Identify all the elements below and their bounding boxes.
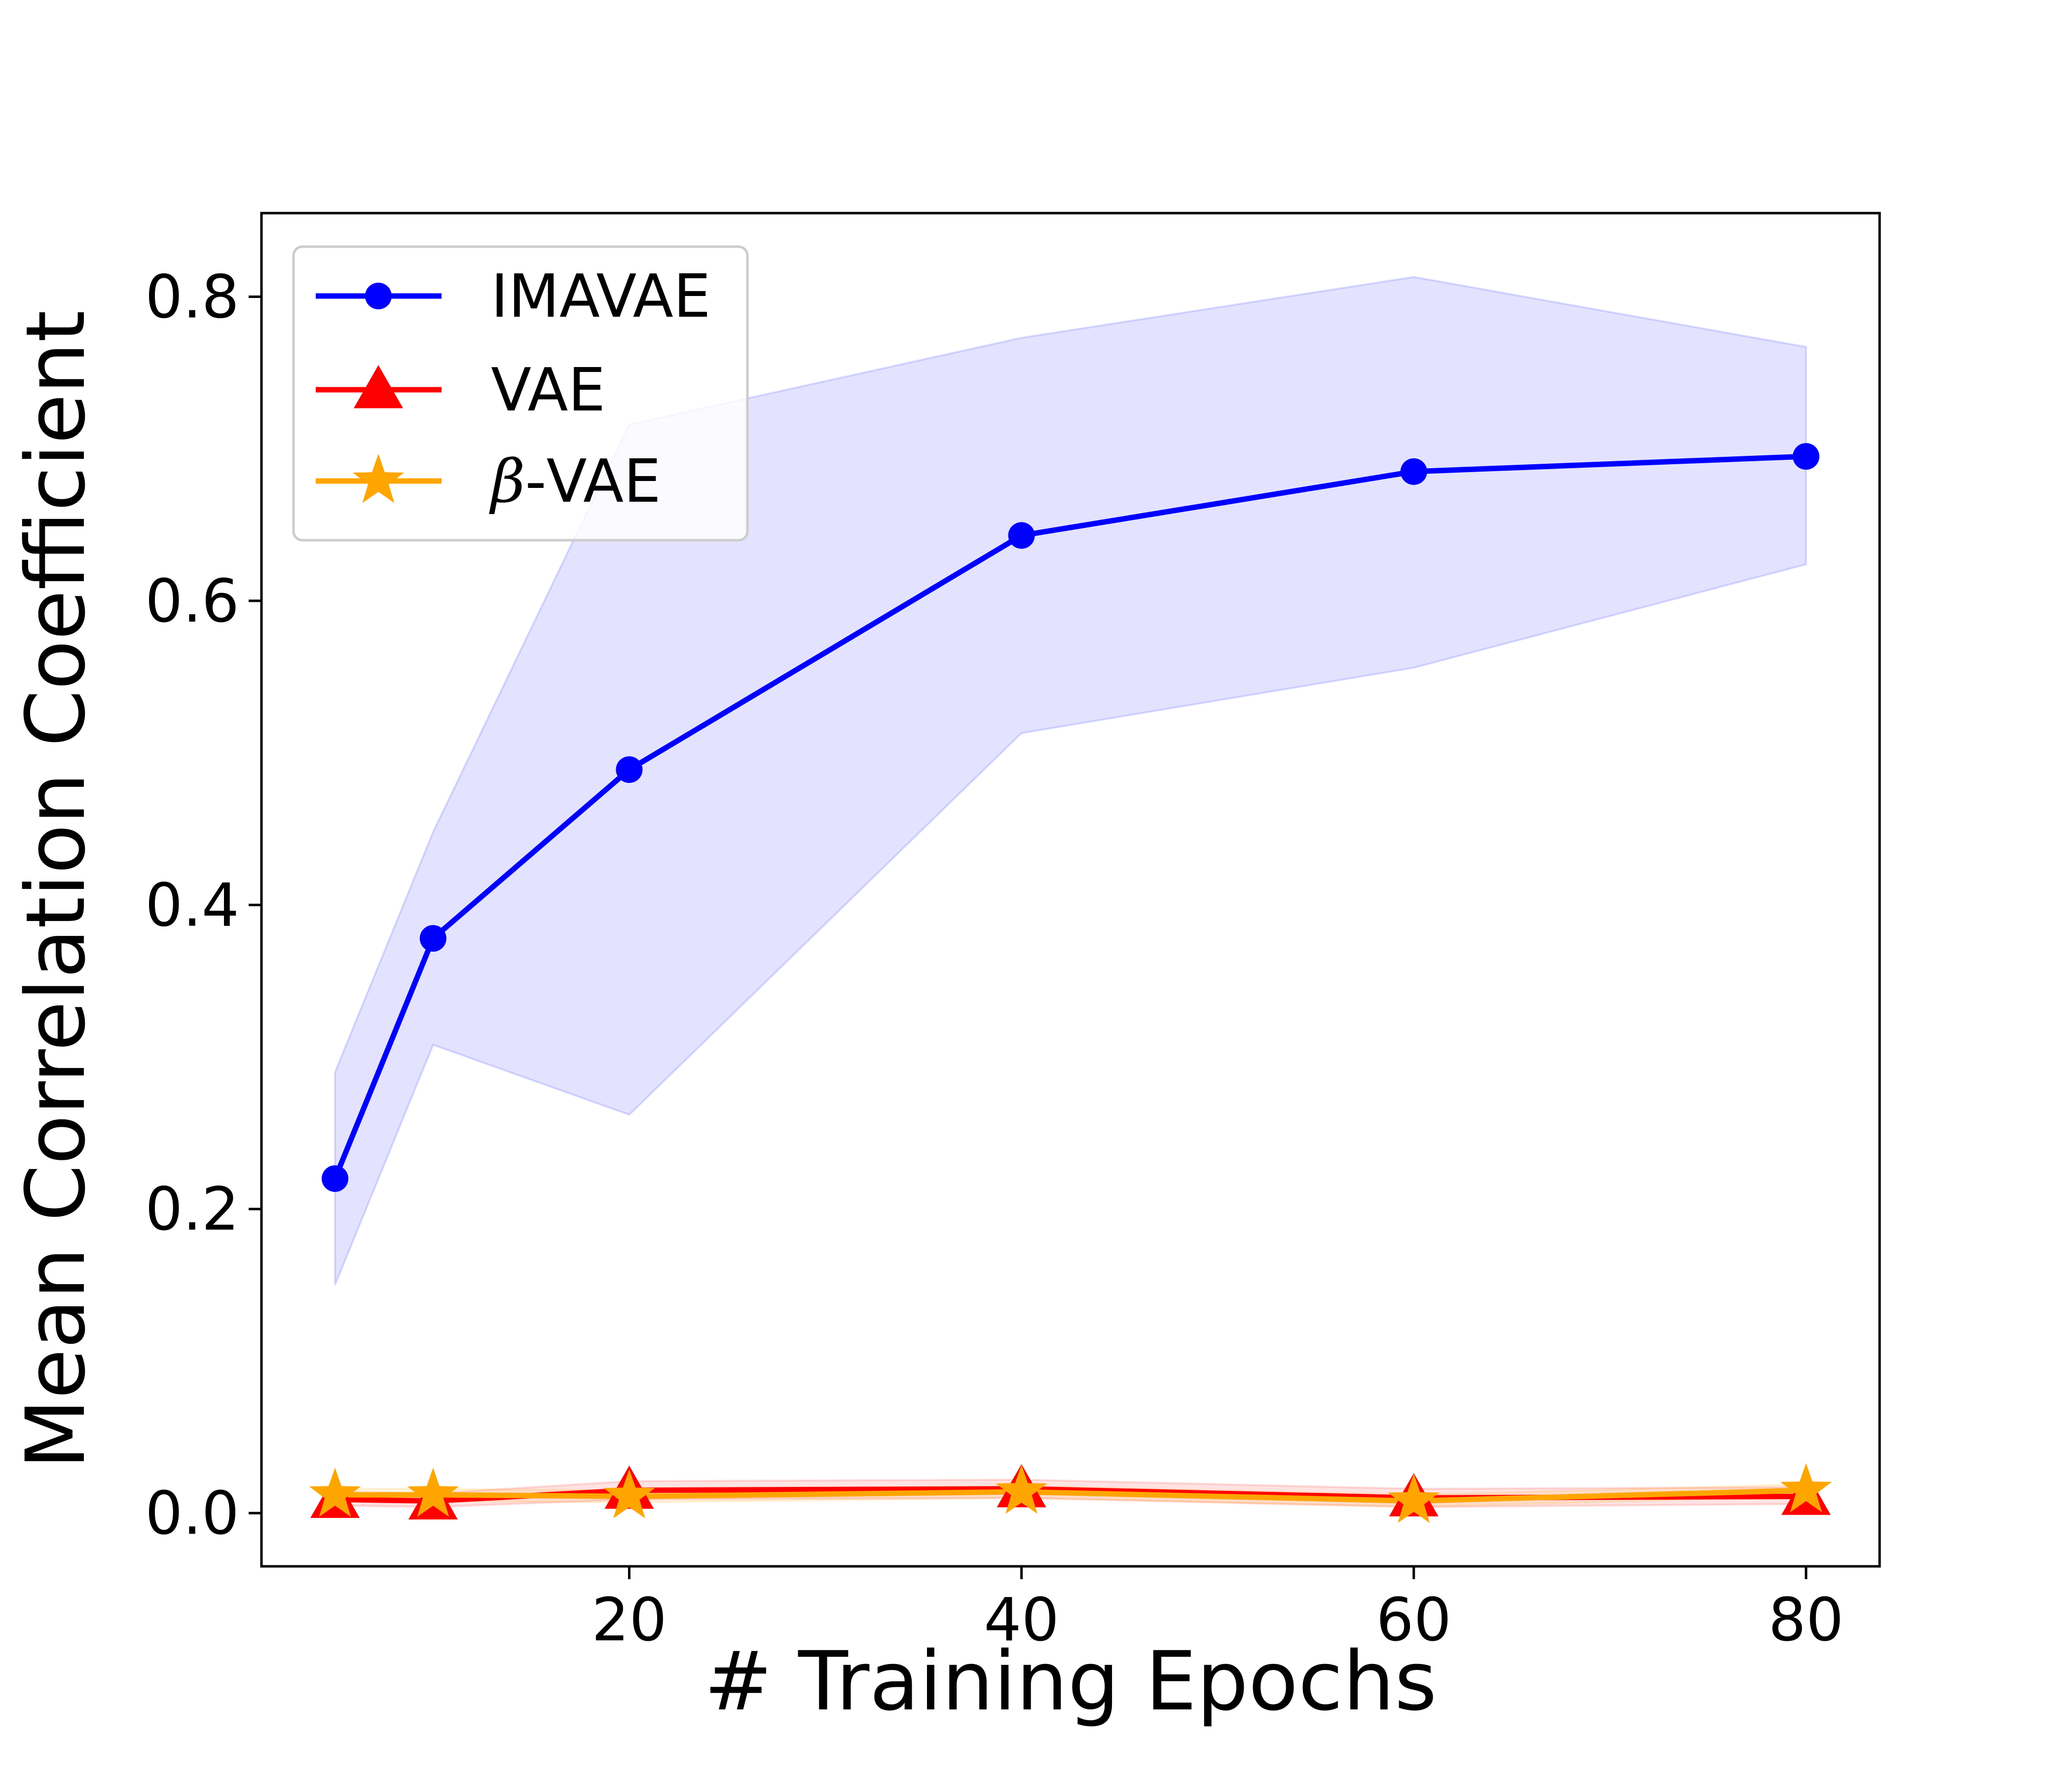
y-axis: 0.0 0.2 0.4 0.6 0.8 bbox=[145, 263, 261, 1548]
line-series-0 bbox=[333, 453, 1807, 1180]
point-series-0-1 bbox=[419, 925, 446, 952]
legend-label: VAE bbox=[491, 356, 605, 425]
point-series-2-4 bbox=[1388, 1474, 1440, 1523]
legend-label: IMAVAE bbox=[491, 262, 711, 331]
point-series-0-3 bbox=[1008, 522, 1035, 549]
point-series-0-5 bbox=[1792, 443, 1819, 470]
legend-marker bbox=[365, 283, 392, 309]
y-tick-label: 0.4 bbox=[145, 871, 239, 940]
point-series-0-0 bbox=[322, 1165, 349, 1192]
y-axis-label: Mean Correlation Coefficient bbox=[8, 310, 103, 1469]
legend-marker bbox=[352, 454, 405, 503]
y-tick-label: 0.0 bbox=[145, 1480, 239, 1548]
point-series-2-2 bbox=[603, 1469, 655, 1518]
legend-label: β-VAE bbox=[489, 447, 661, 516]
point-series-2-0 bbox=[309, 1468, 361, 1517]
y-tick-label: 0.8 bbox=[145, 263, 239, 332]
y-tick-label: 0.6 bbox=[145, 567, 239, 636]
legend-box bbox=[292, 245, 749, 542]
legend: IMAVAE VAE β-VAE bbox=[292, 245, 749, 542]
x-tick-label: 40 bbox=[984, 1586, 1059, 1655]
x-tick-label: 60 bbox=[1376, 1586, 1451, 1655]
y-tick-label: 0.2 bbox=[145, 1176, 239, 1244]
series-lines bbox=[333, 453, 1807, 1504]
x-axis-label: # Training Epochs bbox=[704, 1634, 1437, 1729]
plot-frame bbox=[260, 212, 1881, 1568]
x-tick-label: 80 bbox=[1769, 1586, 1844, 1655]
x-axis: 20 40 60 80 bbox=[592, 1566, 1844, 1655]
point-series-2-1 bbox=[407, 1468, 459, 1517]
legend-marker bbox=[354, 365, 403, 408]
point-series-0-4 bbox=[1400, 458, 1427, 485]
point-series-2-5 bbox=[1780, 1463, 1832, 1513]
point-series-2-3 bbox=[996, 1465, 1047, 1514]
point-series-0-2 bbox=[616, 756, 643, 783]
line-series-2 bbox=[335, 1487, 1807, 1504]
series-markers bbox=[309, 443, 1832, 1523]
x-tick-label: 20 bbox=[592, 1586, 667, 1655]
